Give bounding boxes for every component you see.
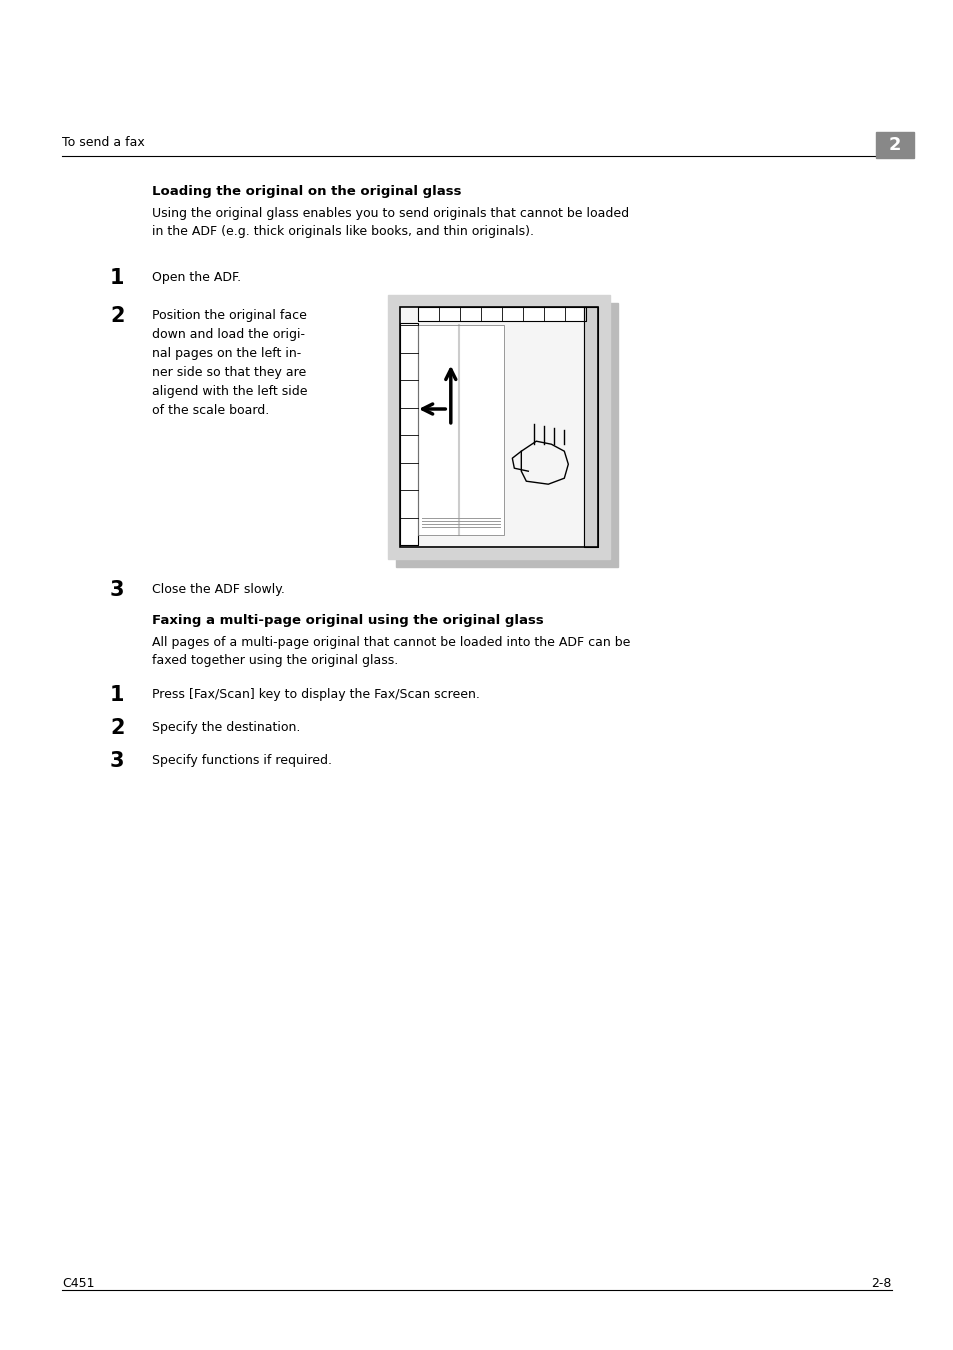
Text: Using the original glass enables you to send originals that cannot be loaded
in : Using the original glass enables you to …: [152, 207, 628, 239]
Text: C451: C451: [62, 1277, 94, 1291]
Text: 3: 3: [110, 751, 125, 771]
Text: Loading the original on the original glass: Loading the original on the original gla…: [152, 185, 461, 198]
Bar: [583, 306, 598, 547]
Bar: [399, 323, 417, 545]
Text: To send a fax: To send a fax: [62, 136, 145, 150]
Bar: [399, 306, 598, 547]
Text: Specify functions if required.: Specify functions if required.: [152, 755, 332, 767]
Text: Press [Fax/Scan] key to display the Fax/Scan screen.: Press [Fax/Scan] key to display the Fax/…: [152, 688, 479, 701]
Text: Close the ADF slowly.: Close the ADF slowly.: [152, 583, 285, 595]
Text: 1: 1: [110, 269, 125, 288]
Bar: [417, 306, 585, 321]
Text: Open the ADF.: Open the ADF.: [152, 271, 241, 284]
Text: 3: 3: [110, 580, 125, 599]
Text: Position the original face
down and load the origi-
nal pages on the left in-
ne: Position the original face down and load…: [152, 309, 307, 417]
Bar: [417, 325, 504, 535]
Text: 1: 1: [110, 684, 125, 705]
Bar: [417, 306, 585, 321]
Text: Specify the destination.: Specify the destination.: [152, 721, 300, 734]
Bar: [875, 132, 913, 158]
Text: 2: 2: [110, 306, 125, 325]
Bar: [388, 296, 609, 559]
Bar: [583, 306, 598, 547]
Text: All pages of a multi-page original that cannot be loaded into the ADF can be
fax: All pages of a multi-page original that …: [152, 636, 630, 667]
Bar: [399, 323, 417, 545]
Text: 2-8: 2-8: [871, 1277, 891, 1291]
Bar: [417, 325, 504, 535]
Text: Faxing a multi-page original using the original glass: Faxing a multi-page original using the o…: [152, 614, 543, 626]
Bar: [399, 306, 598, 547]
Bar: [395, 302, 618, 567]
Text: 2: 2: [110, 718, 125, 738]
Text: 2: 2: [888, 136, 901, 154]
